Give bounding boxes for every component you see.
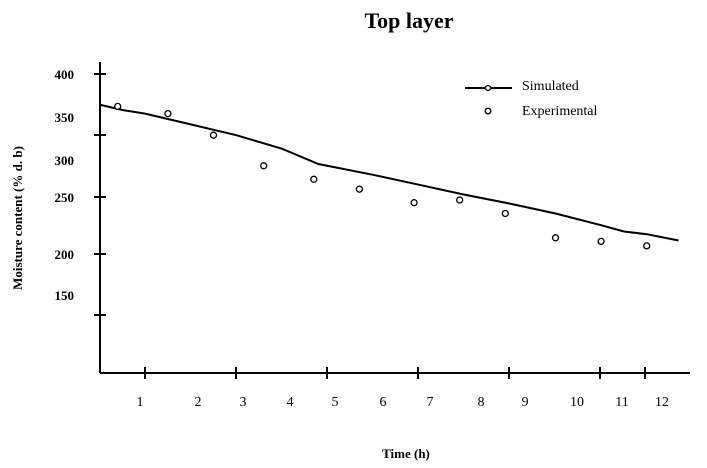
y-axis-label: Moisture content (% d. b) bbox=[10, 146, 25, 290]
x-tick-label: 12 bbox=[655, 395, 669, 410]
data-point-experimental bbox=[597, 237, 605, 246]
y-tick-label: 200 bbox=[55, 247, 75, 262]
y-tick-label: 250 bbox=[55, 190, 75, 205]
legend-experimental-label: Experimental bbox=[522, 104, 598, 119]
x-tick-label: 4 bbox=[287, 395, 294, 410]
data-point-experimental bbox=[310, 175, 318, 183]
y-tick-label: 350 bbox=[55, 110, 75, 125]
data-point-experimental bbox=[114, 102, 122, 111]
data-point-experimental bbox=[164, 109, 172, 118]
y-tick-label: 400 bbox=[55, 67, 75, 82]
x-tick-label: 2 bbox=[195, 395, 202, 410]
x-tick-label: 1 bbox=[137, 395, 144, 410]
data-point-experimental bbox=[551, 234, 560, 242]
x-tick-label: 11 bbox=[615, 395, 628, 410]
x-tick-label: 7 bbox=[427, 395, 434, 410]
x-tick-label: 5 bbox=[332, 395, 339, 410]
data-point-experimental bbox=[456, 196, 464, 204]
data-point-experimental bbox=[501, 209, 509, 218]
y-axis-ticks: 150 200 250 300 350 400 bbox=[55, 67, 106, 316]
x-tick-label: 10 bbox=[570, 395, 584, 410]
x-tick-label: 6 bbox=[380, 395, 387, 410]
x-axis-label: Time (h) bbox=[382, 446, 430, 461]
data-point-experimental bbox=[260, 162, 268, 170]
legend: Simulated Experimental bbox=[465, 79, 598, 119]
y-tick-label: 300 bbox=[55, 153, 75, 168]
x-tick-label: 3 bbox=[240, 395, 247, 410]
data-point-experimental bbox=[643, 242, 651, 250]
x-tick-label: 9 bbox=[522, 395, 529, 410]
series-line-simulated bbox=[99, 103, 679, 242]
data-point-experimental bbox=[355, 185, 364, 193]
plot-area bbox=[99, 102, 679, 250]
chart-title: Top layer bbox=[364, 8, 453, 33]
y-tick-label: 150 bbox=[55, 288, 75, 303]
data-point-experimental bbox=[410, 199, 418, 207]
legend-experimental-marker bbox=[484, 107, 492, 115]
data-point-experimental bbox=[209, 131, 218, 139]
x-axis-ticks: 1 2 3 4 5 6 7 8 9 10 11 12 bbox=[137, 367, 669, 410]
x-tick-label: 8 bbox=[478, 395, 485, 410]
legend-simulated-marker bbox=[484, 84, 492, 92]
legend-simulated-label: Simulated bbox=[522, 79, 579, 94]
